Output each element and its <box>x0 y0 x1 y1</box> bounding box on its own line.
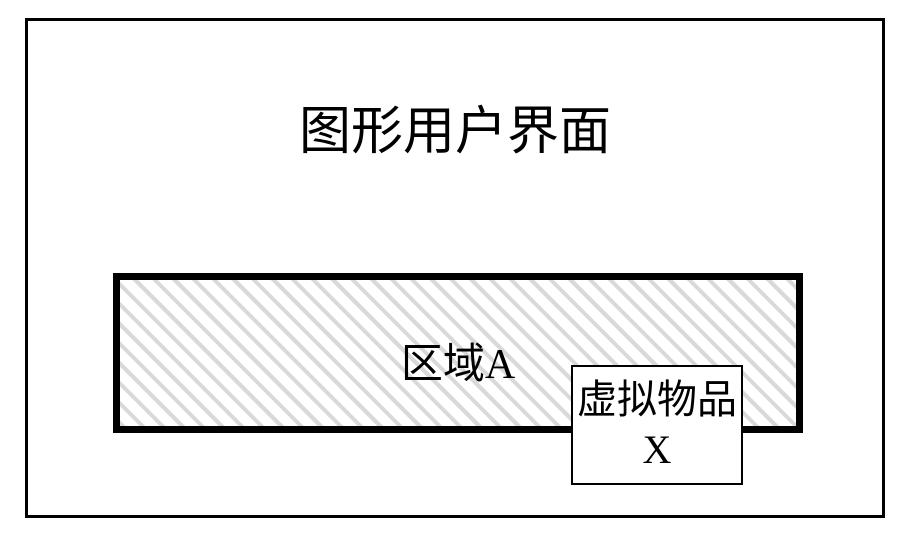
outer-frame: 图形用户界面 区域A 虚拟物品X <box>25 18 885 518</box>
virtual-item-x: 虚拟物品X <box>571 365 743 485</box>
virtual-item-label: 虚拟物品X <box>577 375 737 475</box>
page-title: 图形用户界面 <box>28 89 882 164</box>
